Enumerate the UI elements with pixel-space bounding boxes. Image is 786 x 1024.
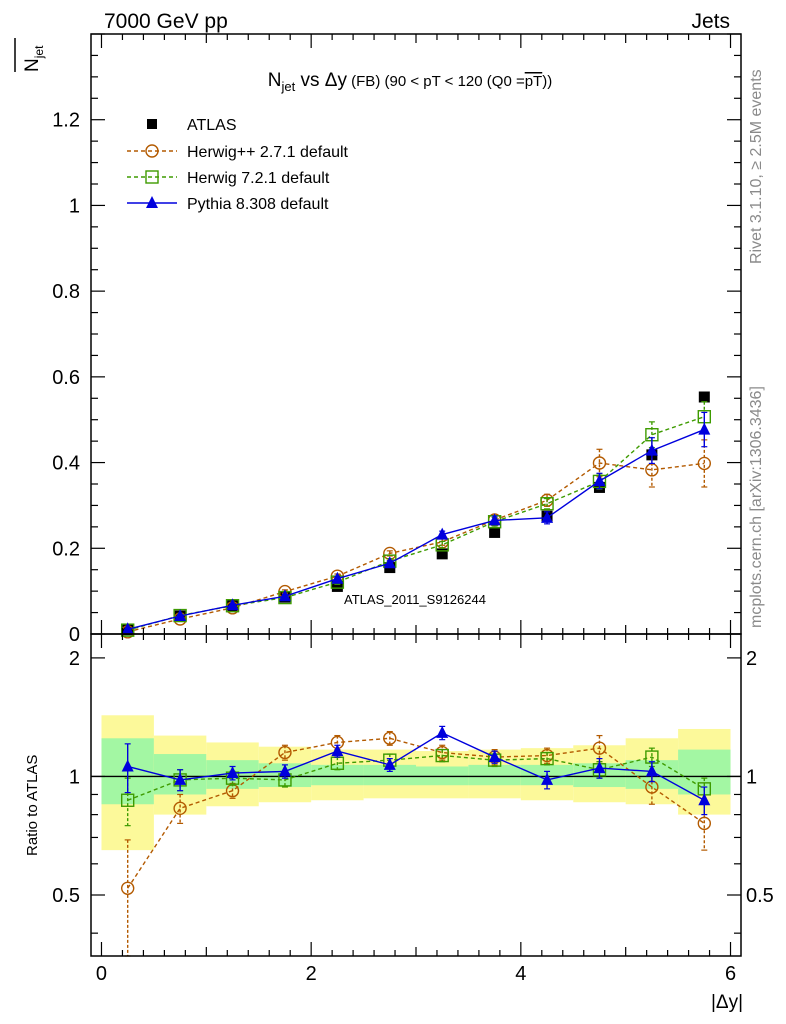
title-sub: jet (281, 79, 296, 94)
legend-item: Pythia 8.308 default (127, 196, 329, 213)
title-small: (FB) (347, 73, 385, 90)
series-line (127, 428, 705, 630)
ratio-point (278, 745, 292, 760)
data-point (226, 598, 239, 611)
legend-marker (145, 144, 159, 158)
ratio-point (226, 766, 239, 779)
legend-marker (146, 196, 158, 208)
ratio-point (120, 881, 135, 895)
stat-uncertainty-band (363, 764, 416, 786)
data-point (541, 510, 554, 523)
title-cut: (90 < pT < 120 (Q0 = (384, 73, 524, 90)
legend-label: ATLAS (187, 117, 237, 134)
x-tick-label: 6 (725, 963, 736, 985)
ratio-point (173, 801, 187, 816)
legend-item: ATLAS (147, 117, 237, 134)
ylabel-sub: jet (32, 45, 46, 59)
data-point (278, 589, 291, 602)
data-point (121, 622, 134, 635)
ratio-point (541, 772, 554, 785)
title-rest: vs Δy (295, 70, 347, 91)
ratio-point (488, 750, 501, 763)
plot-title: Njet vs Δy (FB) (90 < pT < 120 (Q0 =pT)) (268, 70, 552, 94)
y-tick-label: 0.8 (52, 281, 80, 303)
ratio-y-tick-label: 0.5 (52, 885, 80, 907)
data-point (436, 548, 448, 560)
y-tick-label: 0.6 (52, 367, 80, 389)
ratio-point (331, 744, 344, 757)
ratio-y-tick-label-right: 2 (746, 648, 757, 670)
ratio-panel: 0 2 4 6 0.5 0.5 1 1 2 2 (52, 633, 774, 985)
side-label-bottom: mcplots.cern.ch [arXiv:1306.3436] (748, 386, 765, 628)
ratio-point (435, 748, 449, 763)
x-tick-label: 2 (306, 963, 317, 985)
data-point (540, 497, 554, 511)
legend-label: Herwig++ 2.7.1 default (187, 144, 349, 161)
ratio-point (120, 793, 135, 807)
data-point (698, 391, 710, 403)
top-ylabel: Njet (14, 38, 46, 72)
data-point (174, 609, 187, 621)
ratio-point (174, 772, 187, 785)
title-main: N (268, 70, 282, 91)
ratio-ylabel: Ratio to ATLAS (24, 755, 41, 856)
ratio-point (698, 793, 711, 806)
ratio-series-line (127, 754, 705, 801)
header-right: Jets (691, 10, 730, 33)
data-point (489, 526, 501, 538)
y-tick-label: 0.4 (52, 453, 80, 475)
ratio-point (645, 764, 658, 777)
side-label-top: Rivet 3.1.10, ≥ 2.5M events (748, 69, 765, 264)
x-axis-label: |Δy| (711, 992, 743, 1013)
data-point (593, 474, 606, 486)
legend-item: Herwig++ 2.7.1 default (127, 144, 349, 161)
data-point (698, 422, 711, 435)
series-line (127, 462, 705, 633)
data-point (697, 456, 712, 471)
title-bar: pT (525, 73, 543, 90)
ratio-y-tick-label: 2 (69, 648, 80, 670)
ratio-point (593, 761, 606, 774)
ratio-y-tick-label: 1 (69, 766, 80, 788)
y-tick-label: 1 (69, 195, 80, 217)
data-point (331, 571, 344, 584)
ratio-series-line (127, 732, 705, 801)
legend-marker (145, 170, 159, 184)
y-tick-label: 1.2 (52, 110, 80, 132)
y-tick-label: 0 (69, 624, 80, 646)
data-point (592, 456, 607, 470)
data-point (436, 527, 449, 540)
data-point (488, 513, 501, 526)
ratio-point (383, 731, 397, 745)
main-panel: ATLAS_2011_S9126244 0 0.2 0.4 0.6 0.8 1 1.2 ATLA… (52, 33, 742, 956)
legend-label: Herwig 7.2.1 default (187, 170, 330, 187)
data-point (331, 580, 343, 592)
ratio-point (697, 816, 712, 831)
data-point (383, 556, 396, 569)
ratio-point (436, 725, 449, 738)
ratio-point (278, 764, 291, 777)
legend-marker (147, 119, 157, 129)
ratio-y-tick-label-right: 0.5 (746, 885, 774, 907)
watermark: ATLAS_2011_S9126244 (344, 592, 486, 607)
svg-text:Njet: Njet (22, 45, 46, 72)
header-left: 7000 GeV pp (104, 10, 228, 33)
stat-uncertainty-band (311, 764, 364, 786)
y-tick-label: 0.2 (52, 538, 80, 560)
ratio-point (592, 741, 607, 755)
ratio-point (540, 751, 554, 766)
ylabel-main: N (22, 58, 43, 72)
x-tick-label: 4 (515, 963, 526, 985)
title-close: )) (542, 73, 552, 90)
ratio-series-line (127, 737, 705, 889)
ratio-point (121, 759, 134, 772)
ratio-point (383, 757, 396, 770)
legend-label: Pythia 8.308 default (187, 196, 329, 213)
ratio-y-tick-label-right: 1 (746, 766, 757, 788)
stat-uncertainty-band (468, 764, 521, 786)
x-tick-label: 0 (96, 963, 107, 985)
legend-item: Herwig 7.2.1 default (127, 170, 330, 187)
data-point (645, 443, 658, 456)
